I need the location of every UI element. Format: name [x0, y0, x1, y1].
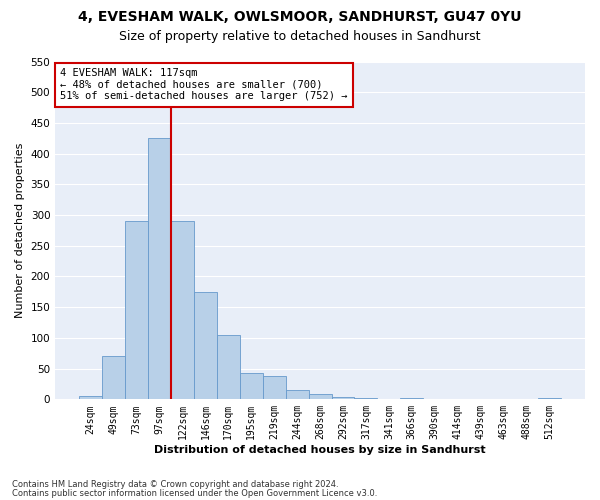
Bar — [79, 396, 102, 400]
Bar — [171, 221, 194, 400]
X-axis label: Distribution of detached houses by size in Sandhurst: Distribution of detached houses by size … — [154, 445, 486, 455]
Text: Size of property relative to detached houses in Sandhurst: Size of property relative to detached ho… — [119, 30, 481, 43]
Bar — [194, 292, 217, 400]
Bar — [308, 394, 332, 400]
Bar — [538, 398, 561, 400]
Bar — [217, 335, 240, 400]
Bar — [148, 138, 171, 400]
Bar — [102, 356, 125, 400]
Bar — [355, 398, 377, 400]
Text: Contains public sector information licensed under the Open Government Licence v3: Contains public sector information licen… — [12, 489, 377, 498]
Y-axis label: Number of detached properties: Number of detached properties — [15, 142, 25, 318]
Text: Contains HM Land Registry data © Crown copyright and database right 2024.: Contains HM Land Registry data © Crown c… — [12, 480, 338, 489]
Bar — [263, 376, 286, 400]
Bar — [332, 398, 355, 400]
Text: 4 EVESHAM WALK: 117sqm
← 48% of detached houses are smaller (700)
51% of semi-de: 4 EVESHAM WALK: 117sqm ← 48% of detached… — [61, 68, 348, 102]
Bar — [240, 373, 263, 400]
Bar — [125, 221, 148, 400]
Bar — [400, 398, 423, 400]
Text: 4, EVESHAM WALK, OWLSMOOR, SANDHURST, GU47 0YU: 4, EVESHAM WALK, OWLSMOOR, SANDHURST, GU… — [78, 10, 522, 24]
Bar — [286, 390, 308, 400]
